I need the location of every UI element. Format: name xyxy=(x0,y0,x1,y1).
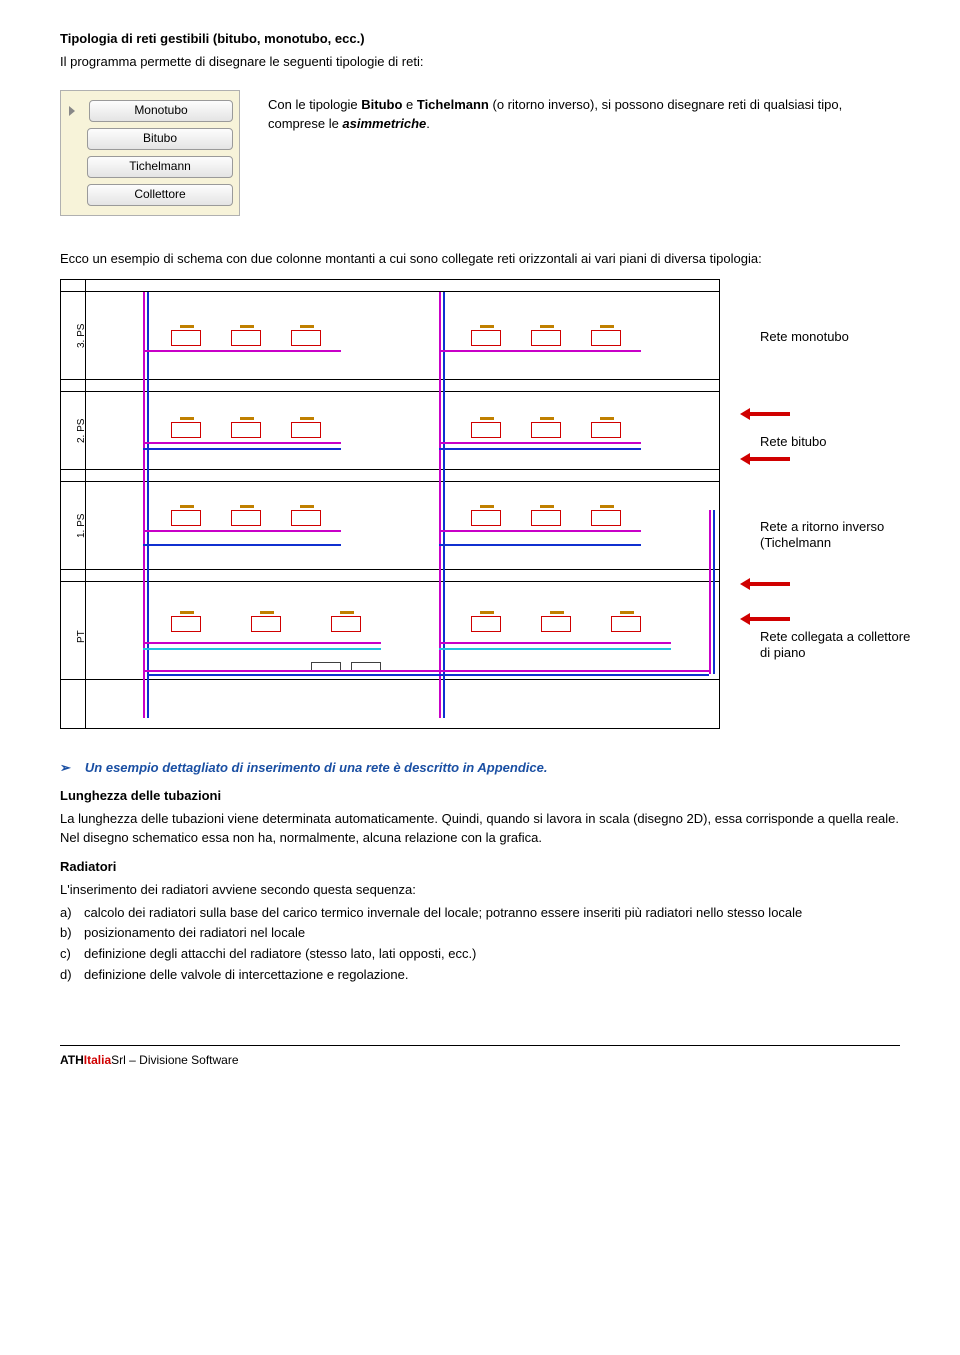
list-marker: c) xyxy=(60,945,84,964)
list-marker: d) xyxy=(60,966,84,985)
menu-btn-tichelmann[interactable]: Tichelmann xyxy=(87,156,233,178)
menu-btn-monotubo[interactable]: Monotubo xyxy=(89,100,233,122)
red-arrow-icon xyxy=(740,614,790,624)
intro-t3: e xyxy=(402,97,416,112)
red-arrow-icon xyxy=(740,454,790,464)
list-text: calcolo dei radiatori sulla base del car… xyxy=(84,904,900,923)
intro-t4: Tichelmann xyxy=(417,97,489,112)
menu-expand-icon xyxy=(69,106,75,116)
page-heading: Tipologia di reti gestibili (bitubo, mon… xyxy=(60,30,900,49)
list-item: d)definizione delle valvole di intercett… xyxy=(60,966,900,985)
network-diagram: 3. PS2. PS1. PSPT Rete monotuboRete bitu… xyxy=(60,279,900,739)
radiatori-intro: L'inserimento dei radiatori avviene seco… xyxy=(60,881,900,900)
list-marker: a) xyxy=(60,904,84,923)
list-item: c)definizione degli attacchi del radiato… xyxy=(60,945,900,964)
footer-rest: Srl – Divisione Software xyxy=(111,1052,238,1069)
diagram-note: Rete monotubo xyxy=(760,329,920,346)
lunghezza-title: Lunghezza delle tubazioni xyxy=(60,787,900,806)
floor-label: 3. PS xyxy=(75,323,90,347)
list-text: posizionamento dei radiatori nel locale xyxy=(84,924,900,943)
floor-label: 2. PS xyxy=(75,418,90,442)
radiatori-title: Radiatori xyxy=(60,858,900,877)
intro-t2: Bitubo xyxy=(361,97,402,112)
floor-label: PT xyxy=(75,630,90,643)
diagram-note: Rete collegata a collettore di piano xyxy=(760,629,920,663)
red-arrow-icon xyxy=(740,409,790,419)
red-arrow-icon xyxy=(740,579,790,589)
intro-paragraph-1: Il programma permette di disegnare le se… xyxy=(60,53,900,72)
diagram-note: Rete bitubo xyxy=(760,434,920,451)
appendix-note: ➢ Un esempio dettagliato di inserimento … xyxy=(60,759,900,778)
lunghezza-text: La lunghezza delle tubazioni viene deter… xyxy=(60,810,900,848)
list-text: definizione degli attacchi del radiatore… xyxy=(84,945,900,964)
list-item: a)calcolo dei radiatori sulla base del c… xyxy=(60,904,900,923)
bullet-arrow-icon: ➢ xyxy=(60,759,71,778)
intro-text-block: Con le tipologie Bitubo e Tichelmann (o … xyxy=(268,82,900,134)
diagram-note: Rete a ritorno inverso (Tichelmann xyxy=(760,519,920,553)
list-marker: b) xyxy=(60,924,84,943)
list-item: b)posizionamento dei radiatori nel local… xyxy=(60,924,900,943)
menu-btn-collettore[interactable]: Collettore xyxy=(87,184,233,206)
intro-t7: . xyxy=(426,116,430,131)
intro-paragraph-2: Ecco un esempio di schema con due colonn… xyxy=(60,250,900,269)
footer-ath: ATH xyxy=(60,1052,84,1069)
page-footer: ATH Italia Srl – Divisione Software xyxy=(60,1045,900,1069)
menu-btn-bitubo[interactable]: Bitubo xyxy=(87,128,233,150)
floor-label: 1. PS xyxy=(75,513,90,537)
radiatori-list: a)calcolo dei radiatori sulla base del c… xyxy=(60,904,900,985)
tipologie-menu: Monotubo Bitubo Tichelmann Collettore xyxy=(60,90,240,216)
footer-italia: Italia xyxy=(84,1052,111,1069)
appendix-text: Un esempio dettagliato di inserimento di… xyxy=(85,759,548,778)
intro-t1: Con le tipologie xyxy=(268,97,361,112)
intro-t6: asimmetriche xyxy=(342,116,426,131)
list-text: definizione delle valvole di intercettaz… xyxy=(84,966,900,985)
